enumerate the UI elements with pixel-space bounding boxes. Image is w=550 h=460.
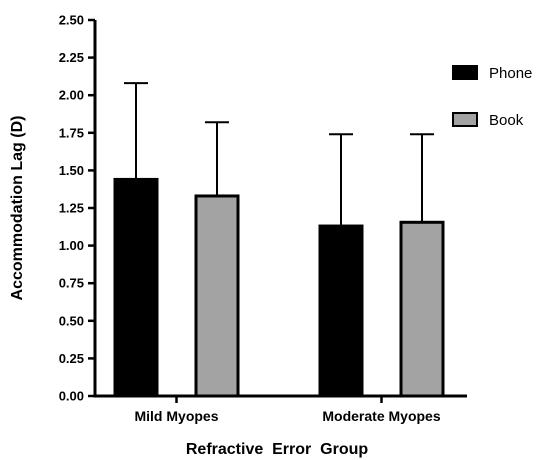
y-tick-label: 1.50 [59,163,84,178]
y-axis: 0.00 0.25 0.50 0.75 1.00 1.25 1.50 1.75 2.00 2.25… [59,13,97,404]
bar-phone-moderate [318,224,364,398]
y-tick-label: 1.00 [59,238,84,253]
x-tick-label: Mild Myopes [134,408,218,424]
y-axis-title: Accommodation Lag (D) [9,116,26,301]
y-tick-label: 1.25 [59,201,84,216]
y-tick-label: 0.00 [59,389,84,404]
x-tick-label: Moderate Myopes [322,408,440,424]
x-axis-title: Refractive Error Group [186,441,369,458]
bar-phone-mild [113,177,159,398]
legend-label-phone: Phone [489,65,532,82]
y-tick-label: 2.00 [59,88,84,103]
legend-label-book: Book [489,112,524,129]
legend-swatch-book [452,112,478,127]
bar-book-mild [194,194,240,398]
bar-book-moderate [399,220,445,398]
legend-swatch-phone [452,65,478,80]
y-tick-label: 2.50 [59,13,84,28]
x-axis: Mild Myopes Moderate Myopes [93,394,467,424]
y-tick-label: 1.75 [59,125,84,140]
y-tick-label: 0.75 [59,276,84,291]
legend: Phone Book [452,65,532,129]
bars [113,82,445,398]
y-tick-label: 2.25 [59,50,84,65]
y-tick-label: 0.50 [59,313,84,328]
y-tick-label: 0.25 [59,351,84,366]
